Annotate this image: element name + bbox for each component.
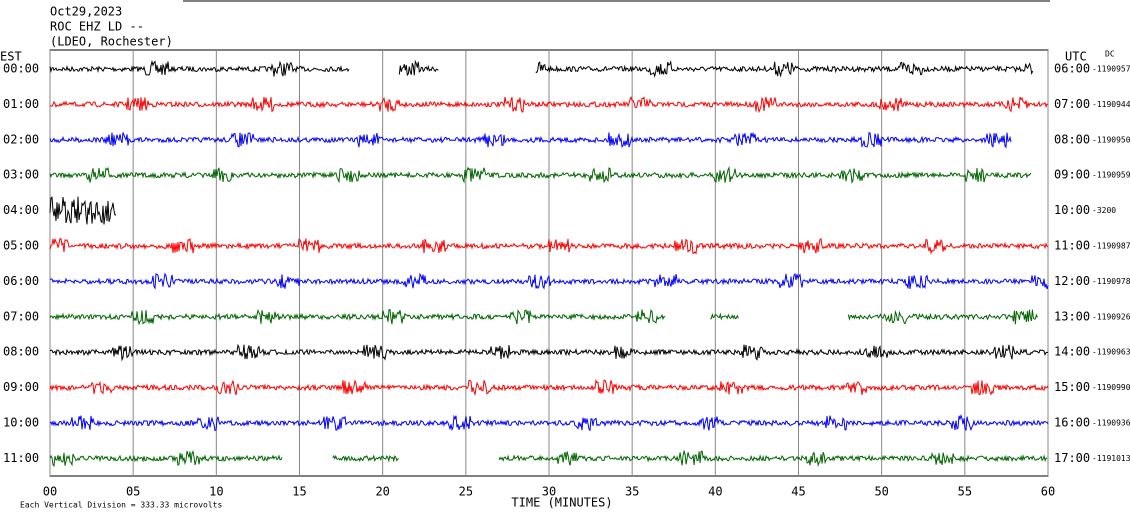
trace	[535, 59, 1034, 78]
trace	[49, 449, 283, 467]
utc-label: 17:00	[1054, 451, 1090, 465]
offset-value: -1190936	[1092, 419, 1130, 428]
utc-label: 14:00	[1054, 345, 1090, 359]
right-axis-label: UTC	[1065, 50, 1087, 64]
x-tick-label: 55	[958, 485, 972, 499]
trace	[49, 308, 666, 326]
trace	[49, 95, 1049, 114]
left-axis-label: EST	[0, 50, 22, 64]
utc-label: 13:00	[1054, 309, 1090, 323]
est-label: 02:00	[3, 132, 39, 146]
trace	[49, 165, 1032, 184]
utc-label: 11:00	[1054, 239, 1090, 253]
trace	[49, 237, 1049, 255]
x-tick-label: 45	[791, 485, 805, 499]
x-tick-label: 30	[542, 485, 556, 499]
chart-title: Oct29,2023	[50, 5, 122, 19]
utc-label: 06:00	[1054, 62, 1090, 76]
utc-label: 16:00	[1054, 416, 1090, 430]
offset-value: -1190957	[1092, 65, 1130, 74]
x-tick-label: 00	[43, 485, 57, 499]
offset-value: -1190963	[1092, 348, 1130, 357]
offset-value: -1190959	[1092, 171, 1130, 180]
est-label: 06:00	[3, 274, 39, 288]
network: (LDEO, Rochester)	[50, 35, 173, 49]
est-label: 04:00	[3, 203, 39, 217]
est-label: 03:00	[3, 168, 39, 182]
utc-label: 07:00	[1054, 97, 1090, 111]
offset-value: -1191013	[1092, 454, 1130, 463]
trace	[847, 309, 1038, 325]
x-tick-label: 20	[375, 485, 389, 499]
est-label: 11:00	[3, 451, 39, 465]
trace	[49, 414, 1049, 432]
x-tick-label: 05	[126, 485, 140, 499]
x-tick-label: 25	[459, 485, 473, 499]
offset-value: -1190944	[1092, 100, 1130, 109]
offset-label: DC	[1105, 50, 1115, 59]
est-label: 10:00	[3, 416, 39, 430]
est-label: 07:00	[3, 309, 39, 323]
offset-value: -1190987	[1092, 242, 1130, 251]
trace	[49, 343, 1049, 362]
est-label: 05:00	[3, 239, 39, 253]
trace	[49, 272, 1049, 290]
trace	[49, 378, 1049, 397]
trace	[49, 59, 350, 77]
utc-label: 10:00	[1054, 203, 1090, 217]
x-axis-label: TIME (MINUTES)	[511, 496, 612, 510]
est-label: 01:00	[3, 97, 39, 111]
utc-label: 15:00	[1054, 380, 1090, 394]
x-tick-label: 40	[708, 485, 722, 499]
utc-label: 12:00	[1054, 274, 1090, 288]
utc-label: 09:00	[1054, 168, 1090, 182]
offset-value: -1190990	[1092, 383, 1130, 392]
trace	[49, 196, 117, 225]
station: ROC EHZ LD --	[50, 20, 144, 34]
trace	[49, 131, 1012, 149]
utc-label: 08:00	[1054, 132, 1090, 146]
trace	[332, 454, 400, 463]
offset-value: -3200	[1092, 206, 1116, 215]
est-label: 08:00	[3, 345, 39, 359]
trace	[398, 59, 439, 77]
x-tick-label: 15	[292, 485, 306, 499]
est-label: 00:00	[3, 62, 39, 76]
x-tick-label: 35	[625, 485, 639, 499]
offset-value: -1190926	[1092, 312, 1130, 321]
trace	[498, 449, 1048, 467]
trace	[710, 312, 739, 321]
x-tick-label: 60	[1041, 485, 1055, 499]
footer: Each Vertical Division = 333.33 microvol…	[20, 501, 222, 510]
offset-value: -1190978	[1092, 277, 1130, 286]
x-tick-label: 50	[874, 485, 888, 499]
est-label: 09:00	[3, 380, 39, 394]
x-tick-label: 10	[209, 485, 223, 499]
offset-value: -1190950	[1092, 135, 1130, 144]
